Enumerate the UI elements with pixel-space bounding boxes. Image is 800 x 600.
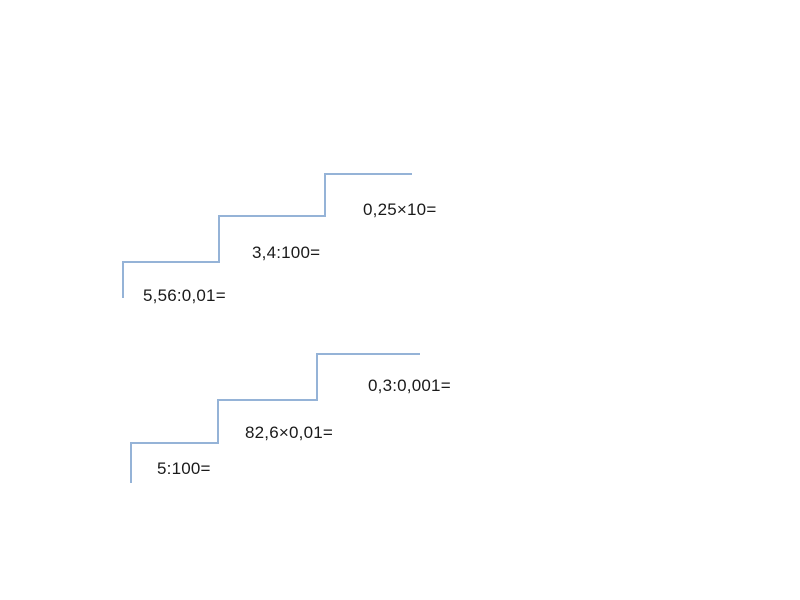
step-label-bottom-1: 5:100= [157, 459, 211, 478]
step-label-bottom-3: 0,3:0,001= [368, 376, 451, 395]
step-label-top-1: 5,56:0,01= [143, 286, 226, 305]
step-label-top-2: 3,4:100= [252, 243, 321, 262]
step-label-bottom-2: 82,6×0,01= [245, 423, 334, 442]
step-label-top-3: 0,25×10= [363, 200, 437, 219]
staircase-bottom-line [130, 353, 420, 483]
staircase-top-line [122, 173, 412, 298]
